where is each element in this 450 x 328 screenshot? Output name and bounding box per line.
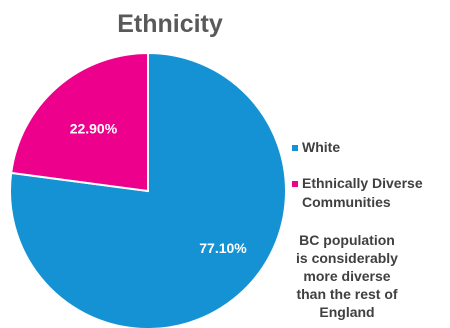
chart-title: Ethnicity <box>117 10 223 38</box>
legend-swatch <box>292 181 298 187</box>
legend: White Ethnically Diverse Communities <box>292 139 423 210</box>
pie-slice-labels: 77.10% 22.90% <box>70 121 248 256</box>
pie-slice-white <box>9 51 287 328</box>
annotation-line: is considerably <box>296 250 398 266</box>
slice-data-label: 77.10% <box>199 240 247 256</box>
annotation-line: than the rest of <box>296 286 397 302</box>
pie-slices <box>9 51 287 328</box>
pie-slice-ethnically-diverse-communities <box>10 51 149 193</box>
legend-label: Ethnically Diverse <box>302 175 423 191</box>
legend-label: Communities <box>302 194 391 210</box>
slice-data-label: 22.90% <box>70 121 118 137</box>
annotation-note: BC population is considerably more diverse… <box>296 232 398 320</box>
legend-label: White <box>302 139 340 155</box>
annotation-line: England <box>319 304 374 320</box>
annotation-line: BC population <box>299 232 395 248</box>
legend-swatch <box>292 145 298 151</box>
annotation-line: more diverse <box>303 268 390 284</box>
